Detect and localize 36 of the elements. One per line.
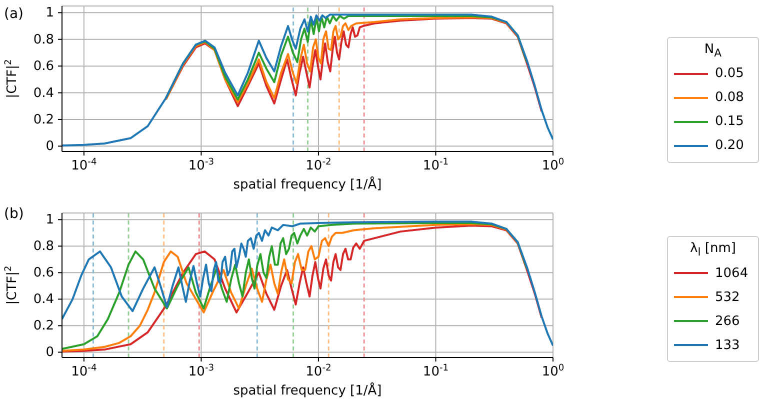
x-axis-title: spatial frequency [1/Å] bbox=[233, 176, 382, 192]
x-tick-label: 10$^{-4}$ bbox=[71, 158, 97, 174]
y-tick-label: 0 bbox=[46, 344, 54, 360]
y-tick-label: 0.4 bbox=[33, 86, 54, 101]
x-tick-label: 10$^{-2}$ bbox=[306, 363, 332, 379]
y-tick-label: 0.6 bbox=[33, 59, 54, 74]
legend-label: 266 bbox=[715, 314, 740, 329]
legend-label: 0.08 bbox=[715, 90, 744, 106]
x-tick-label: 10$^{-3}$ bbox=[188, 363, 214, 379]
legend-title: λ$_{l}$ [nm] bbox=[689, 241, 737, 260]
y-tick-label: 0.2 bbox=[33, 318, 54, 334]
x-tick-label: 10$^{0}$ bbox=[542, 363, 564, 379]
y-tick-label: 0.4 bbox=[33, 292, 54, 307]
x-tick-label: 10$^{-4}$ bbox=[71, 363, 97, 379]
x-axis-title: spatial frequency [1/Å] bbox=[233, 381, 382, 398]
x-tick-label: 10$^{-1}$ bbox=[422, 158, 449, 174]
y-tick-label: 0.6 bbox=[33, 265, 54, 280]
x-tick-label: 10$^{0}$ bbox=[542, 158, 564, 174]
legend-label: 0.05 bbox=[715, 66, 744, 82]
y-tick-label: 1 bbox=[46, 212, 54, 228]
legend-label: 532 bbox=[715, 290, 740, 305]
legend-label: 1064 bbox=[715, 266, 748, 281]
legend-label: 133 bbox=[715, 338, 740, 353]
legend-label: 0.15 bbox=[715, 114, 744, 130]
x-tick-label: 10$^{-1}$ bbox=[422, 363, 449, 379]
y-tick-label: 0.2 bbox=[33, 112, 54, 128]
y-tick-label: 0.8 bbox=[33, 32, 54, 48]
chart-title: (b) bbox=[4, 206, 24, 222]
chart-title: (a) bbox=[4, 6, 24, 22]
y-tick-label: 1 bbox=[46, 6, 54, 21]
x-tick-label: 10$^{-2}$ bbox=[306, 158, 332, 174]
y-tick-label: 0 bbox=[46, 139, 54, 154]
legend-label: 0.20 bbox=[715, 138, 744, 154]
y-tick-label: 0.8 bbox=[33, 238, 54, 254]
legend-title: N$_{A}$ bbox=[703, 42, 723, 60]
x-tick-label: 10$^{-3}$ bbox=[188, 158, 214, 174]
